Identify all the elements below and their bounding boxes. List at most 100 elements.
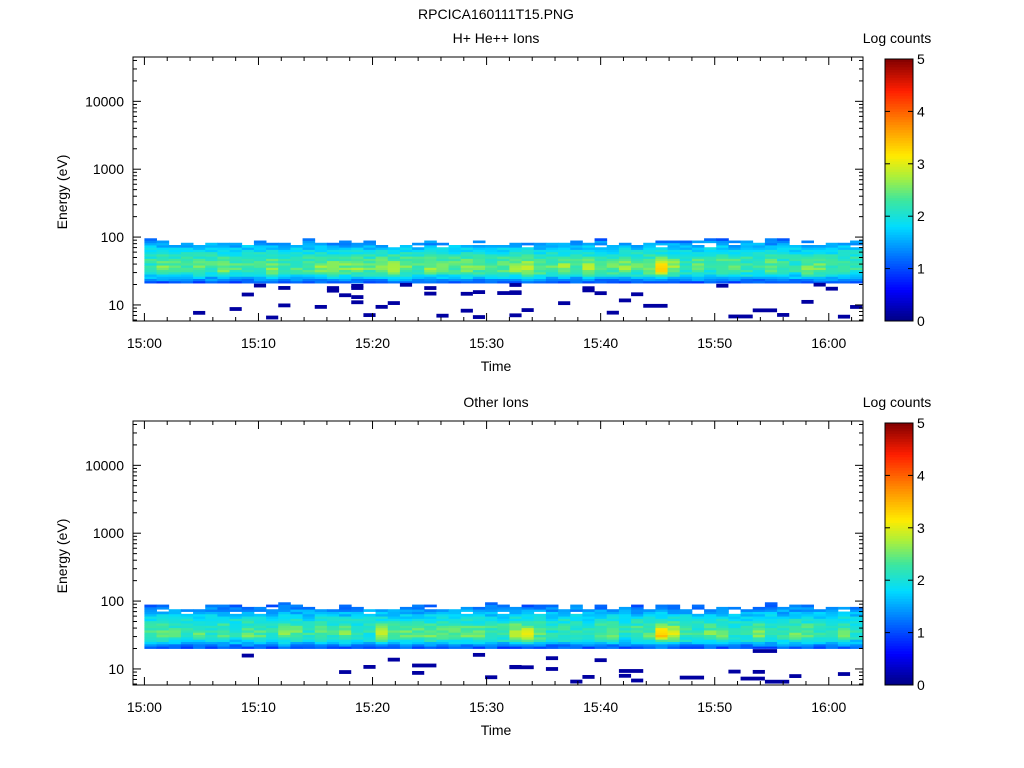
heatmap-cell: [764, 258, 778, 262]
heatmap-cell: [825, 253, 839, 257]
heatmap-cell: [472, 627, 486, 631]
heatmap-cell: [752, 613, 766, 617]
heatmap-cell: [460, 643, 474, 647]
heatmap-cell: [241, 274, 255, 277]
heatmap-cell: [497, 260, 510, 264]
heatmap-cell: [375, 636, 389, 640]
heatmap-cell: [399, 632, 413, 636]
heatmap-cell: [825, 639, 839, 642]
heatmap-cell: [424, 253, 437, 257]
heatmap-cell: [509, 636, 522, 640]
heatmap-cell: [570, 276, 583, 279]
panel-bottom-heatmap: [144, 602, 863, 684]
heatmap-cell: [217, 265, 230, 268]
colorbar-segment: [885, 77, 913, 81]
heatmap-cell: [424, 276, 437, 279]
heatmap-cell: [801, 630, 814, 633]
heatmap-cell: [472, 634, 486, 638]
heatmap-cell: [667, 274, 681, 277]
heatmap-cell: [570, 616, 583, 619]
heatmap-cell: [339, 643, 352, 647]
heatmap-cell: [558, 643, 571, 647]
heatmap-cell: [399, 245, 413, 248]
heatmap-cell: [472, 606, 486, 610]
colorbar-segment: [885, 603, 913, 607]
colorbar-tick-label: 4: [917, 467, 925, 483]
heatmap-cell: [326, 627, 340, 631]
heatmap-cell: [752, 646, 766, 649]
heatmap-cell: [497, 280, 510, 284]
heatmap-cell: [485, 249, 498, 253]
heatmap-cell: [704, 611, 717, 615]
heatmap-cell: [533, 278, 547, 282]
heatmap-cell: [618, 247, 632, 250]
heatmap-cell: [302, 265, 316, 268]
heatmap-cell: [168, 278, 182, 282]
heatmap-cell: [594, 269, 608, 273]
colorbar-segment: [885, 129, 913, 133]
heatmap-cell: [825, 620, 839, 624]
heatmap-cell: [631, 609, 644, 612]
heatmap-cell: [521, 634, 535, 638]
heatmap-cell: [241, 280, 255, 284]
heatmap-cell: [290, 269, 303, 273]
heatmap-cell: [509, 634, 522, 638]
heatmap-cell: [144, 646, 157, 649]
heatmap-cell: [472, 290, 486, 294]
heatmap-cell: [825, 630, 839, 633]
heatmap-cell: [168, 258, 182, 262]
heatmap-cell: [363, 641, 376, 645]
heatmap-cell: [472, 611, 486, 615]
colorbar-segment: [885, 425, 913, 429]
heatmap-cell: [789, 636, 802, 640]
heatmap-cell: [509, 639, 522, 642]
heatmap-cell: [545, 634, 559, 638]
heatmap-cell: [278, 242, 291, 246]
heatmap-cell: [570, 262, 583, 266]
heatmap-cell: [631, 260, 644, 264]
heatmap-cell: [704, 632, 717, 636]
heatmap-cell: [399, 630, 413, 633]
heatmap-cell: [643, 247, 656, 250]
colorbar-segment: [885, 493, 913, 497]
heatmap-cell: [643, 611, 656, 615]
heatmap-cell: [789, 253, 802, 257]
heatmap-cell: [375, 304, 388, 309]
heatmap-cell: [740, 267, 754, 271]
heatmap-cell: [424, 242, 437, 246]
heatmap-cell: [266, 271, 279, 275]
heatmap-cell: [448, 641, 462, 645]
heatmap-cell: [351, 260, 364, 264]
heatmap-cell: [375, 618, 389, 622]
heatmap-cell: [850, 269, 863, 273]
heatmap-cell: [472, 620, 486, 624]
heatmap-cell: [594, 606, 608, 610]
heatmap-cell: [241, 247, 255, 250]
heatmap-cell: [497, 620, 510, 624]
heatmap-cell: [253, 616, 267, 619]
heatmap-cell: [521, 278, 535, 282]
heatmap-cell: [253, 634, 267, 638]
colorbar-segment: [885, 525, 913, 529]
heatmap-cell: [497, 276, 510, 279]
heatmap-cell: [789, 630, 802, 633]
heatmap-cell: [691, 262, 705, 266]
colorbar-segment: [885, 195, 913, 199]
heatmap-cell: [375, 623, 389, 626]
colorbar-segment: [885, 284, 913, 288]
heatmap-cell: [582, 258, 595, 262]
heatmap-cell: [375, 258, 389, 262]
heatmap-cell: [180, 276, 194, 279]
heatmap-cell: [521, 274, 535, 277]
heatmap-cell: [813, 623, 827, 626]
heatmap-cell: [497, 251, 510, 255]
heatmap-cell: [570, 630, 583, 633]
heatmap-cell: [387, 262, 401, 266]
heatmap-cell: [655, 247, 668, 250]
heatmap-cell: [412, 620, 425, 624]
heatmap-cell: [691, 616, 705, 619]
heatmap-cell: [424, 271, 437, 275]
heatmap-cell: [837, 269, 851, 273]
heatmap-cell: [436, 269, 449, 273]
heatmap-cell: [375, 634, 389, 638]
